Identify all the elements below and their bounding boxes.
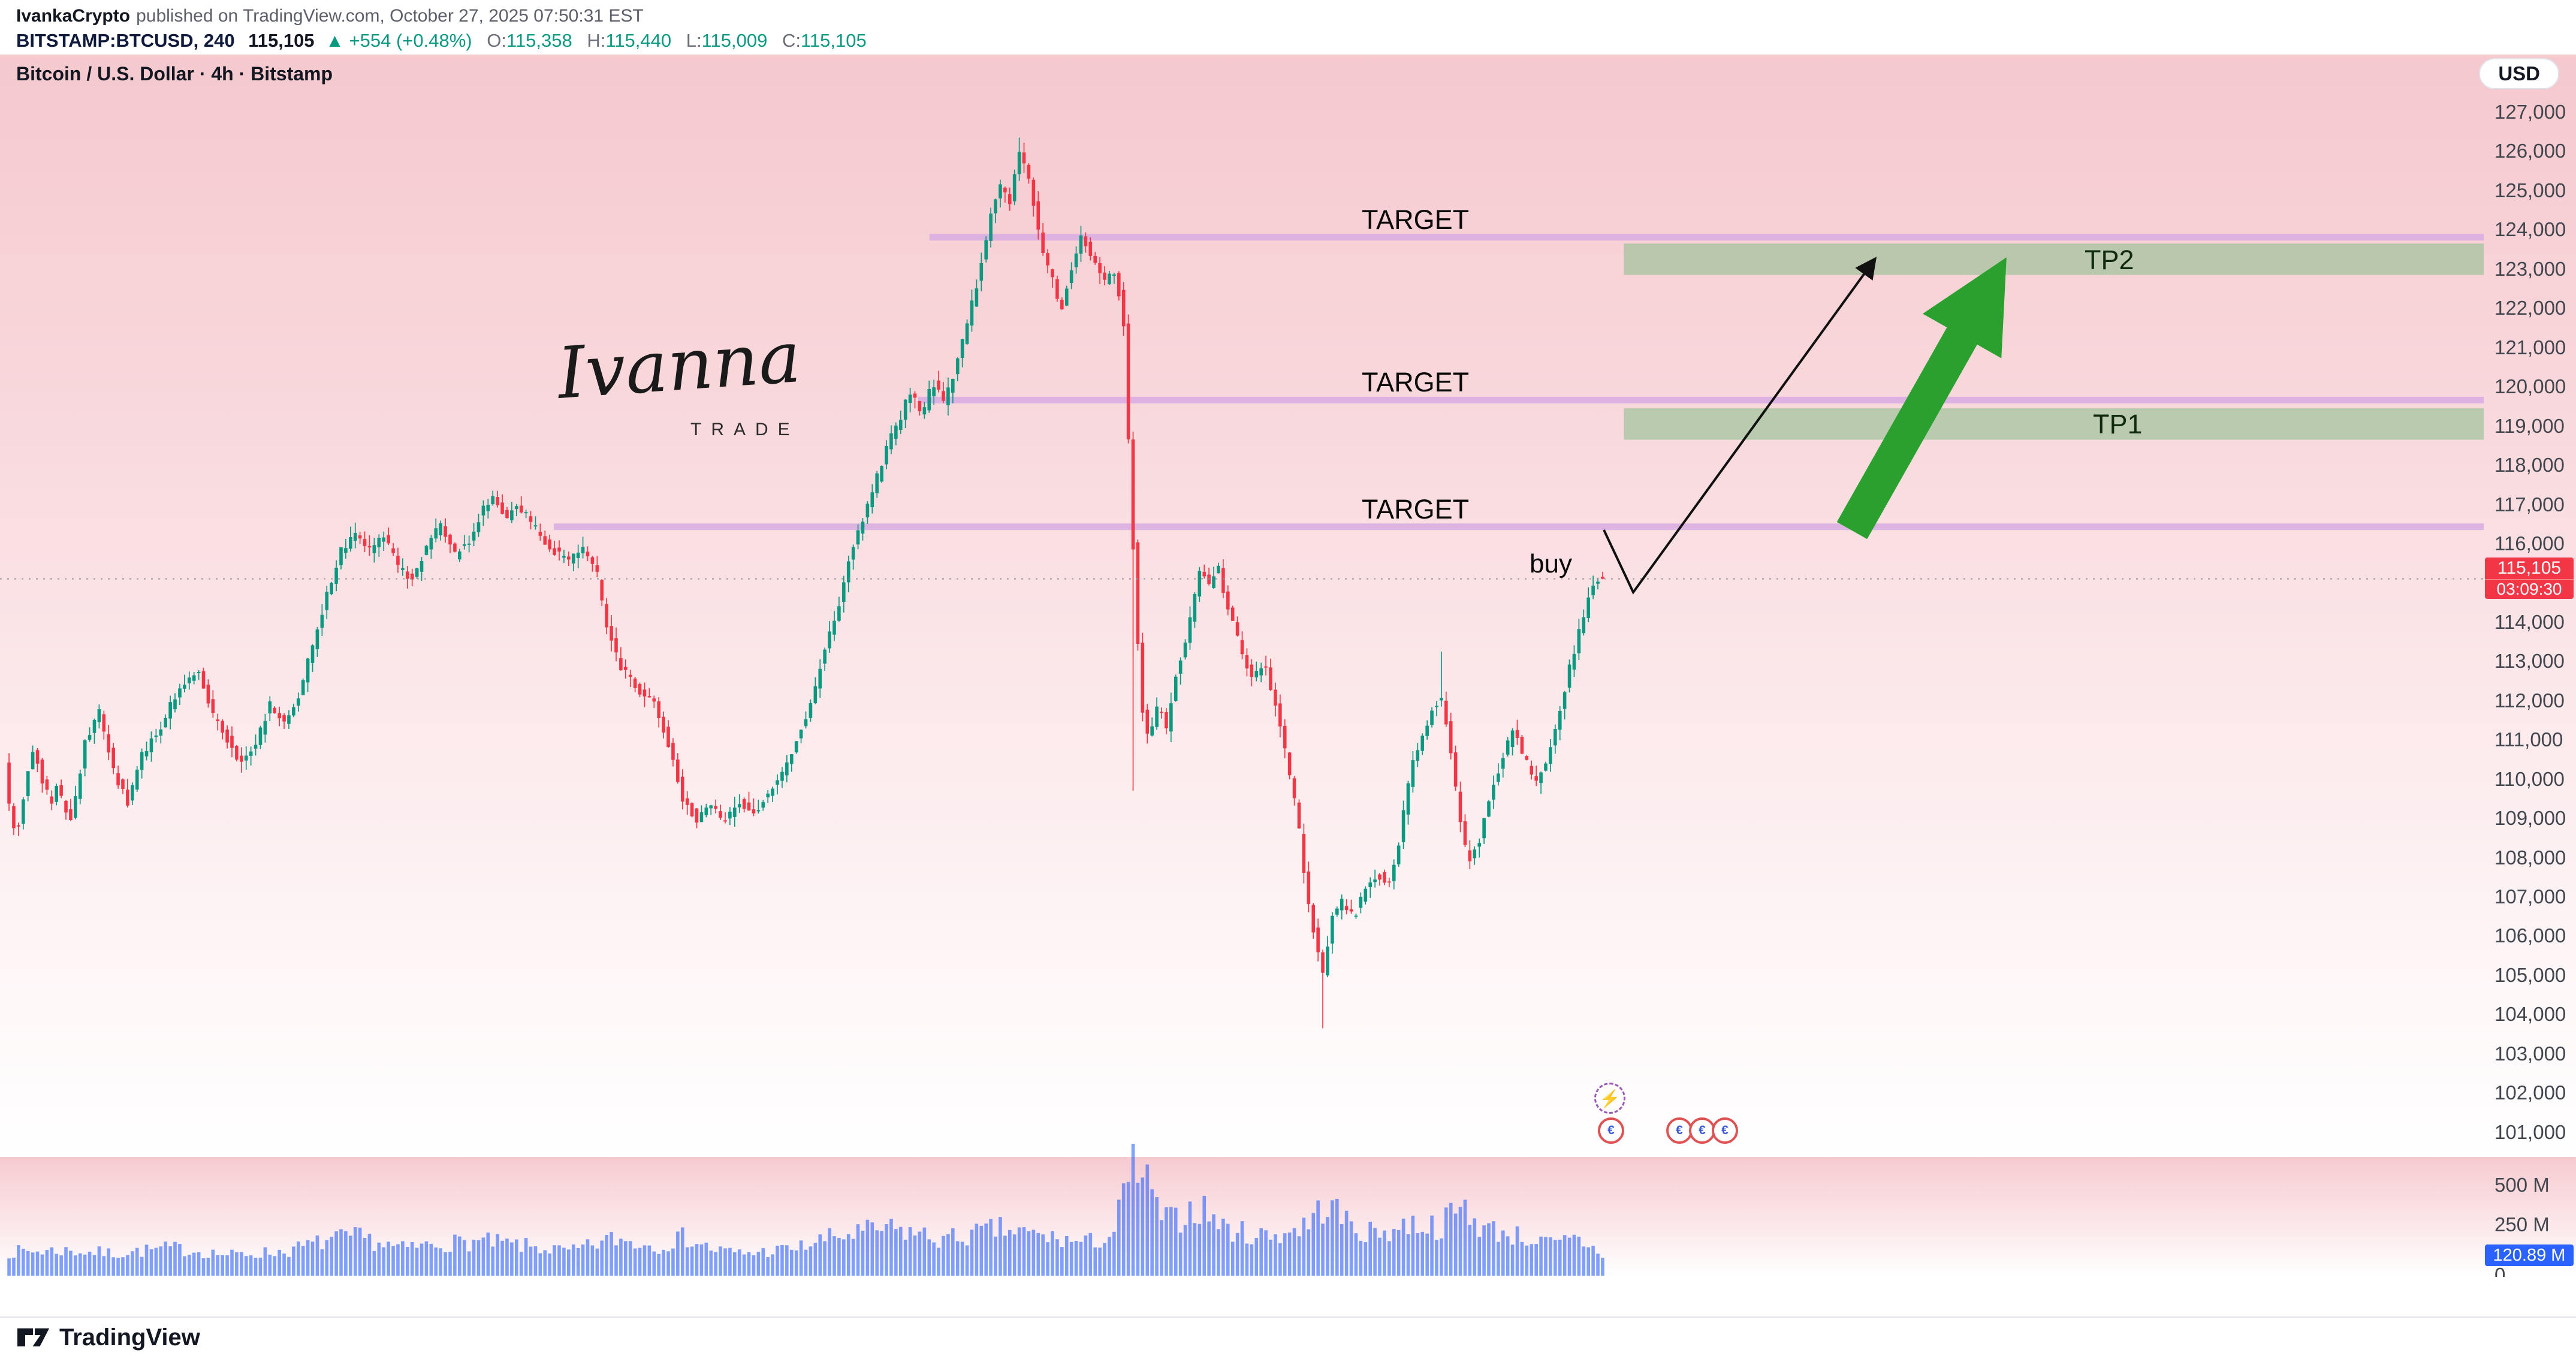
projection-arrow[interactable] — [1603, 257, 1877, 595]
price-tick: 127,000 — [2494, 101, 2566, 123]
target-label-3: TARGET — [1362, 494, 1470, 525]
price-tick: 122,000 — [2494, 297, 2566, 320]
price-tick: 105,000 — [2494, 963, 2566, 986]
publish-bar: IvankaCrypto published on TradingView.com… — [0, 0, 2576, 55]
tp2-label: TP2 — [2085, 245, 2134, 275]
price-tick: 123,000 — [2494, 257, 2566, 280]
low-value: 115,009 — [701, 30, 768, 51]
low-label: L: — [686, 30, 702, 51]
sticker-coin-icon: € — [1689, 1117, 1715, 1144]
watermark-signature: Ivanna — [554, 315, 804, 415]
author-link[interactable]: IvankaCrypto — [16, 6, 131, 26]
buy-label: buy — [1530, 549, 1572, 578]
price-tick: 110,000 — [2494, 767, 2565, 790]
price-tick: 111,000 — [2494, 728, 2563, 751]
volume-tick: 500 M — [2494, 1174, 2550, 1196]
price-tick: 109,000 — [2494, 807, 2566, 830]
open-label: O: — [487, 30, 506, 51]
last-price: 115,105 — [248, 30, 315, 51]
volume-bars — [7, 1144, 1604, 1276]
tradingview-logo-icon[interactable] — [16, 1325, 51, 1349]
tp-zone-tp2 — [1624, 243, 2484, 275]
price-tick: 114,000 — [2494, 610, 2565, 633]
sticker-coin-icon: € — [1712, 1117, 1738, 1144]
candles — [7, 137, 1604, 1029]
close-value: 115,105 — [800, 30, 867, 51]
price-tick: 104,000 — [2494, 1003, 2566, 1026]
tradingview-wordmark[interactable]: TradingView — [59, 1324, 200, 1351]
target-label-1: TARGET — [1362, 204, 1470, 235]
price-tick: 119,000 — [2494, 414, 2565, 437]
price-tick: 125,000 — [2494, 179, 2566, 201]
last-price-badge: 115,105 03:09:30 — [2485, 557, 2574, 599]
price-change: +554 (+0.48%) — [349, 30, 472, 51]
last-price-value: 115,105 — [2497, 558, 2562, 578]
last-volume-badge: 120.89 M — [2485, 1244, 2574, 1267]
high-value: 115,440 — [605, 30, 672, 51]
currency-toggle-button[interactable]: USD — [2479, 58, 2559, 89]
price-tick: 101,000 — [2494, 1120, 2566, 1143]
price-tick: 116,000 — [2494, 532, 2565, 555]
close-label: C: — [782, 30, 801, 51]
up-arrow-icon: ▲ — [325, 30, 344, 51]
price-axis[interactable]: 127,000 126,000 125,000 124,000 123,000 122,0… — [2484, 55, 2576, 1286]
symbol-bar: BITSTAMP:BTCUSD, 240 115,105 ▲ +554 (+0.… — [16, 30, 867, 52]
volume-tick: 250 M — [2494, 1213, 2550, 1236]
tp-zone-tp1 — [1624, 408, 2484, 440]
tp1-label: TP1 — [2093, 409, 2143, 439]
price-tick: 113,000 — [2494, 650, 2565, 673]
open-value: 115,358 — [506, 30, 572, 51]
price-tick: 106,000 — [2494, 924, 2566, 947]
publish-info: IvankaCrypto published on TradingView.com… — [16, 6, 644, 26]
chart-legend-title[interactable]: Bitcoin / U.S. Dollar · 4h · Bitstamp — [16, 63, 333, 85]
symbol-name[interactable]: BITSTAMP:BTCUSD, 240 — [16, 30, 235, 51]
bar-countdown: 03:09:30 — [2485, 578, 2574, 599]
target-label-2: TARGET — [1362, 367, 1470, 397]
sticker-coin-icon: € — [1598, 1117, 1624, 1144]
high-label: H: — [587, 30, 606, 51]
price-tick: 103,000 — [2494, 1042, 2566, 1065]
price-tick: 107,000 — [2494, 885, 2566, 908]
footer-bar: TradingView — [0, 1316, 2576, 1356]
sticker-zap-icon: ⚡ — [1594, 1083, 1625, 1114]
publish-text: published on TradingView.com, October 27… — [136, 6, 644, 26]
price-tick: 126,000 — [2494, 140, 2566, 162]
watermark-subtitle: TRADE — [690, 420, 800, 439]
bullish-arrow[interactable] — [1836, 257, 2007, 540]
price-tick: 124,000 — [2494, 218, 2566, 241]
price-tick: 112,000 — [2494, 689, 2565, 712]
price-tick: 117,000 — [2494, 493, 2565, 516]
price-tick: 120,000 — [2494, 375, 2566, 398]
price-tick: 108,000 — [2494, 846, 2566, 869]
price-tick: 121,000 — [2494, 336, 2566, 358]
price-tick: 118,000 — [2494, 454, 2565, 477]
price-tick: 102,000 — [2494, 1081, 2566, 1104]
time-axis[interactable]: 4710131619222528Oct4710131619222528Nov47… — [0, 1277, 2576, 1316]
